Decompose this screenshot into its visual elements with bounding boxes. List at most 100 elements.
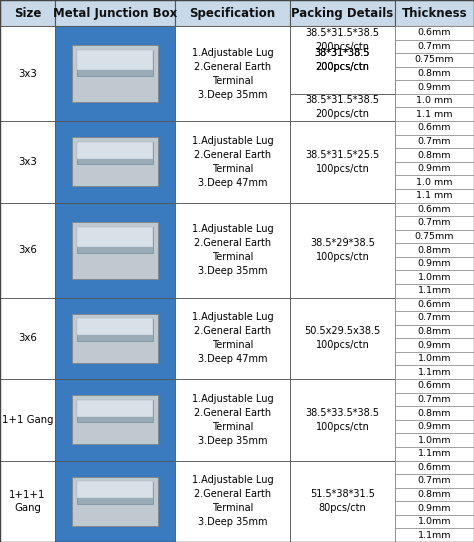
- Bar: [395, 474, 474, 488]
- Bar: [290, 298, 395, 379]
- Text: 0.8mm: 0.8mm: [418, 69, 451, 78]
- Text: 0.6mm: 0.6mm: [418, 124, 451, 132]
- Bar: [55, 379, 175, 461]
- Bar: [395, 501, 474, 515]
- Bar: [395, 392, 474, 406]
- Bar: [290, 0, 395, 26]
- Text: Size: Size: [14, 7, 41, 20]
- Bar: [395, 325, 474, 338]
- Bar: [290, 26, 395, 121]
- Bar: [395, 270, 474, 284]
- Bar: [395, 176, 474, 189]
- Text: 0.7mm: 0.7mm: [418, 42, 451, 51]
- Text: 0.8mm: 0.8mm: [418, 327, 451, 336]
- Text: 1.1 mm: 1.1 mm: [416, 191, 453, 200]
- Text: 38*31*38.5
200pcs/ctn: 38*31*38.5 200pcs/ctn: [315, 48, 370, 72]
- Bar: [395, 298, 474, 311]
- Text: 1.1mm: 1.1mm: [418, 286, 451, 295]
- Text: 3x6: 3x6: [18, 245, 37, 255]
- Bar: [77, 50, 153, 70]
- Text: 3x6: 3x6: [18, 333, 37, 343]
- Text: 0.7mm: 0.7mm: [418, 395, 451, 404]
- Bar: [395, 189, 474, 203]
- Bar: [395, 352, 474, 365]
- Bar: [175, 0, 290, 26]
- Text: 0.7mm: 0.7mm: [418, 218, 451, 228]
- Text: 0.6mm: 0.6mm: [418, 463, 451, 472]
- Text: 0.7mm: 0.7mm: [418, 476, 451, 486]
- Text: 0.9mm: 0.9mm: [418, 504, 451, 513]
- Bar: [395, 528, 474, 542]
- Bar: [175, 379, 290, 461]
- Bar: [77, 318, 153, 335]
- Text: 1.1mm: 1.1mm: [418, 449, 451, 458]
- Bar: [290, 26, 395, 53]
- Text: Thickness: Thickness: [401, 7, 467, 20]
- Text: 0.7mm: 0.7mm: [418, 137, 451, 146]
- Bar: [0, 26, 55, 121]
- Bar: [395, 94, 474, 107]
- Bar: [395, 40, 474, 53]
- Text: 38.5*31.5*38.5
200pcs/ctn: 38.5*31.5*38.5 200pcs/ctn: [306, 28, 380, 51]
- Bar: [395, 338, 474, 352]
- Bar: [72, 45, 158, 102]
- Text: 1.Adjustable Lug
2.General Earth
Terminal
3.Deep 47mm: 1.Adjustable Lug 2.General Earth Termina…: [191, 312, 273, 364]
- Bar: [395, 379, 474, 392]
- Text: 1.1 mm: 1.1 mm: [416, 110, 453, 119]
- Text: 0.9mm: 0.9mm: [418, 164, 451, 173]
- Text: 0.8mm: 0.8mm: [418, 246, 451, 255]
- Bar: [395, 0, 474, 26]
- Text: 1.Adjustable Lug
2.General Earth
Terminal
3.Deep 35mm: 1.Adjustable Lug 2.General Earth Termina…: [191, 48, 273, 100]
- Text: 50.5x29.5x38.5
100pcs/ctn: 50.5x29.5x38.5 100pcs/ctn: [304, 326, 381, 350]
- Text: 1.1mm: 1.1mm: [418, 531, 451, 540]
- Text: 0.75mm: 0.75mm: [415, 55, 454, 64]
- Bar: [55, 461, 175, 542]
- Bar: [77, 142, 153, 164]
- Bar: [175, 121, 290, 203]
- Text: 0.9mm: 0.9mm: [418, 422, 451, 431]
- Text: 0.6mm: 0.6mm: [418, 205, 451, 214]
- Bar: [175, 298, 290, 379]
- Bar: [395, 53, 474, 67]
- Text: 1+1 Gang: 1+1 Gang: [2, 415, 53, 425]
- Bar: [395, 311, 474, 325]
- Text: 1.1mm: 1.1mm: [418, 368, 451, 377]
- Bar: [55, 203, 175, 298]
- Text: 3x3: 3x3: [18, 68, 37, 79]
- Text: Packing Details: Packing Details: [292, 7, 393, 20]
- Bar: [77, 51, 153, 76]
- Bar: [395, 216, 474, 230]
- Bar: [55, 0, 175, 26]
- Text: 1.Adjustable Lug
2.General Earth
Terminal
3.Deep 35mm: 1.Adjustable Lug 2.General Earth Termina…: [191, 394, 273, 446]
- Bar: [395, 434, 474, 447]
- Bar: [77, 142, 153, 159]
- Text: 1.0 mm: 1.0 mm: [416, 96, 453, 105]
- Text: 1.Adjustable Lug
2.General Earth
Terminal
3.Deep 47mm: 1.Adjustable Lug 2.General Earth Termina…: [191, 136, 273, 188]
- Bar: [77, 400, 153, 417]
- Bar: [0, 461, 55, 542]
- Bar: [395, 121, 474, 134]
- Bar: [395, 134, 474, 148]
- Bar: [395, 461, 474, 474]
- Text: 0.8mm: 0.8mm: [418, 409, 451, 417]
- Bar: [395, 406, 474, 420]
- Bar: [395, 148, 474, 162]
- Bar: [72, 137, 158, 186]
- Text: 1.0mm: 1.0mm: [418, 436, 451, 444]
- Bar: [395, 230, 474, 243]
- Bar: [175, 26, 290, 121]
- Text: 0.75mm: 0.75mm: [415, 232, 454, 241]
- Bar: [395, 284, 474, 298]
- Text: 1.0 mm: 1.0 mm: [416, 178, 453, 186]
- Bar: [55, 26, 175, 121]
- Text: Specification: Specification: [190, 7, 275, 20]
- Text: 0.8mm: 0.8mm: [418, 490, 451, 499]
- Bar: [290, 121, 395, 203]
- Bar: [395, 488, 474, 501]
- Text: 38.5*31.5*25.5
100pcs/ctn: 38.5*31.5*25.5 100pcs/ctn: [305, 150, 380, 174]
- Text: 1.0mm: 1.0mm: [418, 517, 451, 526]
- Bar: [290, 94, 395, 121]
- Bar: [290, 461, 395, 542]
- Text: 0.6mm: 0.6mm: [418, 382, 451, 390]
- Bar: [395, 203, 474, 216]
